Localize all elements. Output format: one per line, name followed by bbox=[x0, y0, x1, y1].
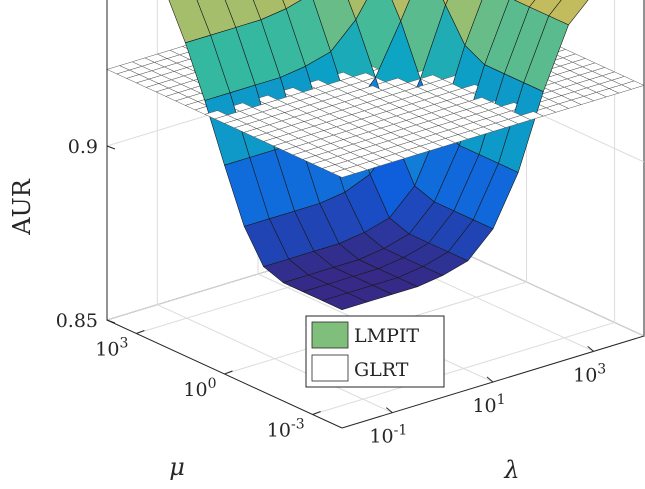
z-tick-0.9 bbox=[106, 145, 116, 150]
z-tick-0.85 bbox=[106, 319, 116, 324]
glrt-face-719 bbox=[331, 168, 356, 178]
mu-tick-label-0: 100 bbox=[183, 376, 216, 401]
lambda-axis-label: λ bbox=[503, 456, 519, 484]
legend-label-glrt: GLRT bbox=[354, 359, 409, 381]
mu-tick-label--3: 10-3 bbox=[267, 417, 305, 442]
lmpit-face-5-8 bbox=[442, 0, 449, 6]
lambda-tick-label-1: 101 bbox=[472, 392, 505, 417]
lmpit-face-8-4 bbox=[282, 0, 302, 9]
legend-swatch-lmpit bbox=[311, 321, 349, 349]
lmpit-face-7-6 bbox=[347, 0, 367, 21]
legend: LMPIT GLRT bbox=[305, 315, 445, 388]
z-tick-label-0.85: 0.85 bbox=[56, 310, 98, 332]
mu-tick-0 bbox=[224, 370, 233, 375]
surfaces bbox=[106, 0, 645, 311]
mu-tick-label-3: 103 bbox=[95, 336, 128, 361]
z-tick-label-0.9: 0.9 bbox=[68, 136, 98, 158]
mu-axis-label: μ bbox=[169, 453, 185, 481]
lambda-tick-3 bbox=[587, 345, 594, 352]
lmpit-face-6-7 bbox=[391, 0, 410, 22]
lambda-tick--1 bbox=[386, 407, 393, 414]
lambda-tick-label-3: 103 bbox=[573, 361, 606, 386]
legend-swatch-glrt bbox=[311, 354, 349, 382]
lambda-tick-label--1: 10-1 bbox=[369, 423, 407, 448]
mu-tick--3 bbox=[312, 411, 321, 415]
mu-tick-3 bbox=[136, 330, 145, 334]
legend-label-lmpit: LMPIT bbox=[354, 325, 419, 347]
z-axis-label: AUR bbox=[8, 178, 36, 236]
lambda-tick-1 bbox=[486, 376, 494, 383]
lmpit-face-0-0 bbox=[321, 292, 368, 311]
